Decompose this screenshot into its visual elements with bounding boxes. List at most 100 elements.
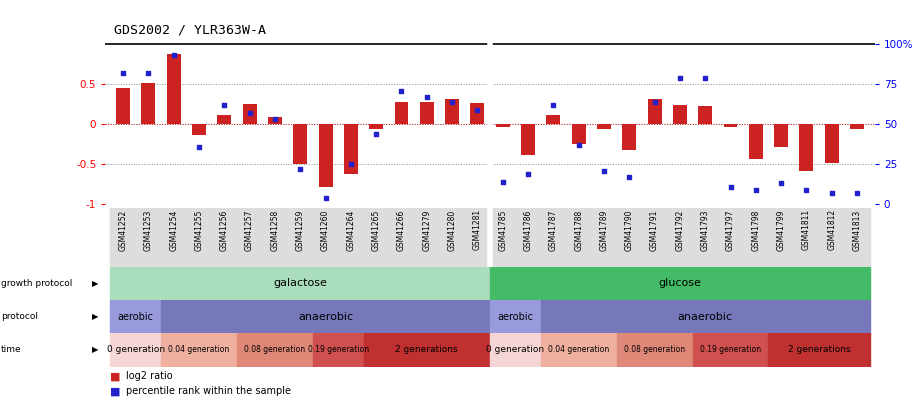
Text: 2 generations: 2 generations [396, 345, 458, 354]
Bar [718, 208, 743, 267]
Text: GSM41257: GSM41257 [245, 209, 254, 251]
Bar [192, 124, 206, 134]
Text: GSM41793: GSM41793 [701, 209, 710, 251]
Text: 0.04 generation: 0.04 generation [548, 345, 609, 354]
Bar [572, 124, 585, 144]
Bar [293, 124, 307, 164]
Bar [794, 208, 819, 267]
Bar [592, 208, 616, 267]
Bar [111, 300, 161, 333]
Bar [111, 333, 161, 367]
Text: GSM41252: GSM41252 [118, 209, 127, 251]
Text: galactose: galactose [273, 279, 327, 288]
Bar [464, 208, 490, 267]
Point [394, 87, 409, 94]
Bar [388, 208, 414, 267]
Point [850, 190, 865, 196]
Text: GSM41789: GSM41789 [599, 209, 608, 251]
Bar [141, 83, 156, 124]
Text: ■: ■ [110, 371, 120, 381]
Text: aerobic: aerobic [118, 312, 154, 322]
Point [698, 75, 713, 81]
Point [267, 116, 282, 123]
Text: GSM41256: GSM41256 [220, 209, 229, 251]
Text: GSM41280: GSM41280 [448, 209, 456, 251]
Point [596, 167, 611, 174]
Bar [445, 98, 459, 124]
Text: GSM41791: GSM41791 [650, 209, 660, 251]
Text: GSM41260: GSM41260 [321, 209, 330, 251]
Text: GSM41797: GSM41797 [726, 209, 735, 251]
Bar [850, 124, 864, 129]
Bar [319, 124, 333, 187]
Bar [116, 88, 130, 124]
Bar [724, 124, 737, 126]
Bar [490, 208, 516, 267]
Point [799, 187, 813, 193]
Bar [824, 124, 839, 162]
Text: GSM41799: GSM41799 [777, 209, 786, 251]
Point [648, 98, 662, 105]
Bar [262, 208, 288, 267]
Text: 0.19 generation: 0.19 generation [700, 345, 761, 354]
Bar [237, 208, 262, 267]
Text: GSM41786: GSM41786 [524, 209, 532, 251]
Point [748, 187, 763, 193]
Bar [369, 124, 383, 129]
Bar [667, 208, 692, 267]
Text: 0.08 generation: 0.08 generation [245, 345, 305, 354]
Bar [673, 105, 687, 124]
Text: 0 generation: 0 generation [106, 345, 165, 354]
Text: 0.04 generation: 0.04 generation [169, 345, 230, 354]
Text: GSM41788: GSM41788 [574, 209, 583, 251]
Text: time: time [1, 345, 22, 354]
Text: aerobic: aerobic [497, 312, 533, 322]
Bar [819, 208, 845, 267]
Point [445, 98, 460, 105]
Point [723, 183, 737, 190]
Text: GSM41258: GSM41258 [270, 209, 279, 251]
Bar [440, 208, 464, 267]
Point [470, 107, 485, 113]
Bar [800, 124, 813, 171]
Bar [616, 208, 642, 267]
Bar [597, 124, 611, 129]
Point [622, 174, 637, 180]
Bar [749, 124, 763, 158]
Bar [420, 102, 434, 124]
Bar [136, 208, 161, 267]
Bar [217, 115, 231, 124]
Text: GSM41785: GSM41785 [498, 209, 507, 251]
Text: log2 ratio: log2 ratio [126, 371, 173, 381]
Point [572, 142, 586, 148]
Text: ▶: ▶ [92, 312, 98, 321]
Bar [288, 208, 313, 267]
Text: percentile rank within the sample: percentile rank within the sample [126, 386, 291, 396]
Text: 0.08 generation: 0.08 generation [624, 345, 685, 354]
Bar [516, 208, 540, 267]
Point [191, 143, 206, 150]
Text: protocol: protocol [1, 312, 38, 321]
Bar [237, 333, 313, 367]
Text: glucose: glucose [659, 279, 702, 288]
Bar [845, 208, 869, 267]
Text: anaerobic: anaerobic [298, 312, 353, 322]
Bar [313, 333, 364, 367]
Bar [212, 208, 237, 267]
Bar [540, 300, 869, 333]
Point [293, 166, 308, 172]
Bar [743, 208, 769, 267]
Text: growth protocol: growth protocol [1, 279, 72, 288]
Bar [616, 333, 692, 367]
Point [672, 75, 687, 81]
Text: GSM41787: GSM41787 [549, 209, 558, 251]
Text: ▶: ▶ [92, 279, 98, 288]
Bar [111, 267, 490, 300]
Point [546, 102, 561, 108]
Text: GSM41266: GSM41266 [397, 209, 406, 251]
Text: 0 generation: 0 generation [486, 345, 544, 354]
Bar [774, 124, 788, 147]
Bar [395, 102, 409, 124]
Bar [540, 208, 566, 267]
Text: 2 generations: 2 generations [788, 345, 850, 354]
